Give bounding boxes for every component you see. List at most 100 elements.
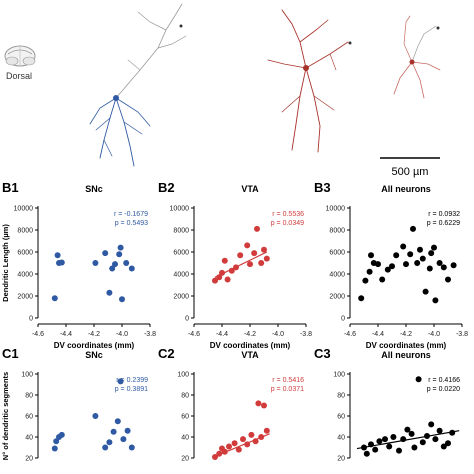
panel-title: All neurons (381, 184, 431, 194)
data-point (221, 448, 228, 455)
stats-text: p = 0.6229 (427, 220, 460, 227)
panel-b3: B3 All neurons 0 2000 4000 6000 8000 10000 -4.6 -… (314, 180, 468, 350)
data-point (407, 251, 414, 258)
data-point (51, 445, 58, 452)
data-point (216, 450, 223, 457)
x-tick-label: -4.6 (188, 331, 200, 338)
y-tick-label: 0 (185, 316, 189, 323)
data-point (428, 250, 435, 257)
data-point (400, 436, 407, 443)
y-tick-label: 4000 (329, 272, 345, 279)
y-tick-label: 6000 (17, 250, 33, 257)
x-tick-label: -4.6 (32, 331, 44, 338)
data-point (431, 244, 437, 251)
data-point (432, 436, 439, 443)
data-point (375, 261, 381, 268)
data-point (224, 276, 231, 283)
data-point (58, 431, 65, 438)
data-point (216, 274, 223, 281)
data-point (261, 402, 267, 409)
data-point (117, 378, 124, 385)
data-point (228, 267, 235, 274)
data-point (51, 295, 58, 302)
data-point (233, 264, 239, 271)
x-tick-label: -4.2 (244, 331, 256, 338)
panel-title: VTA (241, 184, 259, 194)
panel-title: VTA (241, 350, 259, 360)
y-tick-label: 80 (337, 393, 345, 400)
data-point (248, 431, 255, 438)
stats-text: r = 0.0932 (428, 211, 460, 218)
y-tick-label: 100 (177, 372, 189, 379)
data-point (362, 277, 369, 284)
x-tick-label: -3.8 (144, 331, 156, 338)
x-tick-label: -4.0 (272, 331, 284, 338)
data-point (112, 261, 118, 268)
panel-c1: C1 SNc 20 40 60 80 100 N° of dendritic segments… (1, 346, 148, 463)
vta-neuron-tracing (267, 9, 352, 153)
data-point (212, 277, 218, 284)
data-point (54, 252, 61, 259)
y-tick-label: 8000 (17, 228, 33, 235)
stats-text: r = 0.2399 (116, 377, 148, 384)
data-point (414, 260, 421, 266)
x-tick-label: -4.4 (372, 331, 384, 338)
data-point (240, 436, 246, 443)
panel-letter: B3 (314, 180, 331, 195)
data-point (235, 446, 242, 453)
stats-text: p = 0.5493 (115, 220, 148, 227)
regression-line (356, 430, 460, 450)
data-point (92, 413, 99, 419)
y-tick-label: 2000 (17, 294, 33, 301)
data-point (102, 250, 109, 257)
data-point (92, 260, 99, 266)
stats-text: p = 0.0371 (271, 386, 304, 393)
data-point (410, 225, 416, 232)
x-tick-label: -4.4 (216, 331, 228, 338)
y-tick-label: 20 (181, 456, 189, 463)
y-tick-label: 2000 (173, 294, 189, 301)
y-tick-label: 100 (21, 372, 33, 379)
data-point (419, 439, 426, 446)
data-point (436, 260, 443, 266)
x-tick-label: -3.8 (456, 331, 468, 338)
panel-b1: B1 SNc 0 2000 4000 6000 8000 10000 -4.6 -4.4 -4.2 -… (1, 180, 156, 350)
data-point (120, 436, 127, 443)
data-point (368, 441, 374, 448)
data-point (449, 429, 456, 436)
y-tick-label: 6000 (173, 250, 189, 257)
data-point (106, 289, 113, 296)
y-axis-label: Dendritic Length (µm) (1, 224, 10, 302)
brain-view-label: Dorsal (6, 71, 32, 81)
data-point (119, 296, 125, 303)
y-tick-label: 4000 (173, 272, 189, 279)
data-point (226, 443, 232, 450)
data-point (450, 262, 457, 269)
y-tick-label: 80 (181, 393, 189, 400)
data-point (428, 421, 435, 428)
data-point (445, 276, 451, 283)
x-tick-label: -3.8 (300, 331, 312, 338)
scale-bar-label: 500 µm (392, 166, 429, 178)
x-axis-label: DV coordinates (mm) (210, 341, 291, 350)
data-point (110, 428, 117, 435)
stats-text: p = 0.3891 (115, 386, 148, 393)
stats-text: r = -0.1679 (114, 211, 148, 218)
data-point (376, 438, 383, 445)
small-neuron-tracing (393, 15, 441, 99)
data-point (106, 439, 113, 446)
panel-letter: B1 (2, 180, 19, 195)
data-point (255, 400, 262, 407)
data-point (244, 242, 251, 249)
data-point (251, 250, 258, 257)
data-point (440, 264, 447, 271)
data-point (254, 225, 260, 232)
data-point (396, 447, 402, 454)
data-point (363, 450, 370, 457)
stats-text: p = 0.0220 (427, 386, 460, 393)
data-point (386, 443, 393, 450)
data-point (404, 426, 411, 433)
y-tick-label: 8000 (329, 228, 345, 235)
y-tick-label: 0 (341, 316, 345, 323)
panel-b2: B2 VTA 0 2000 4000 6000 8000 10000 -4.6 -4.4 -4.2 -… (158, 180, 312, 350)
